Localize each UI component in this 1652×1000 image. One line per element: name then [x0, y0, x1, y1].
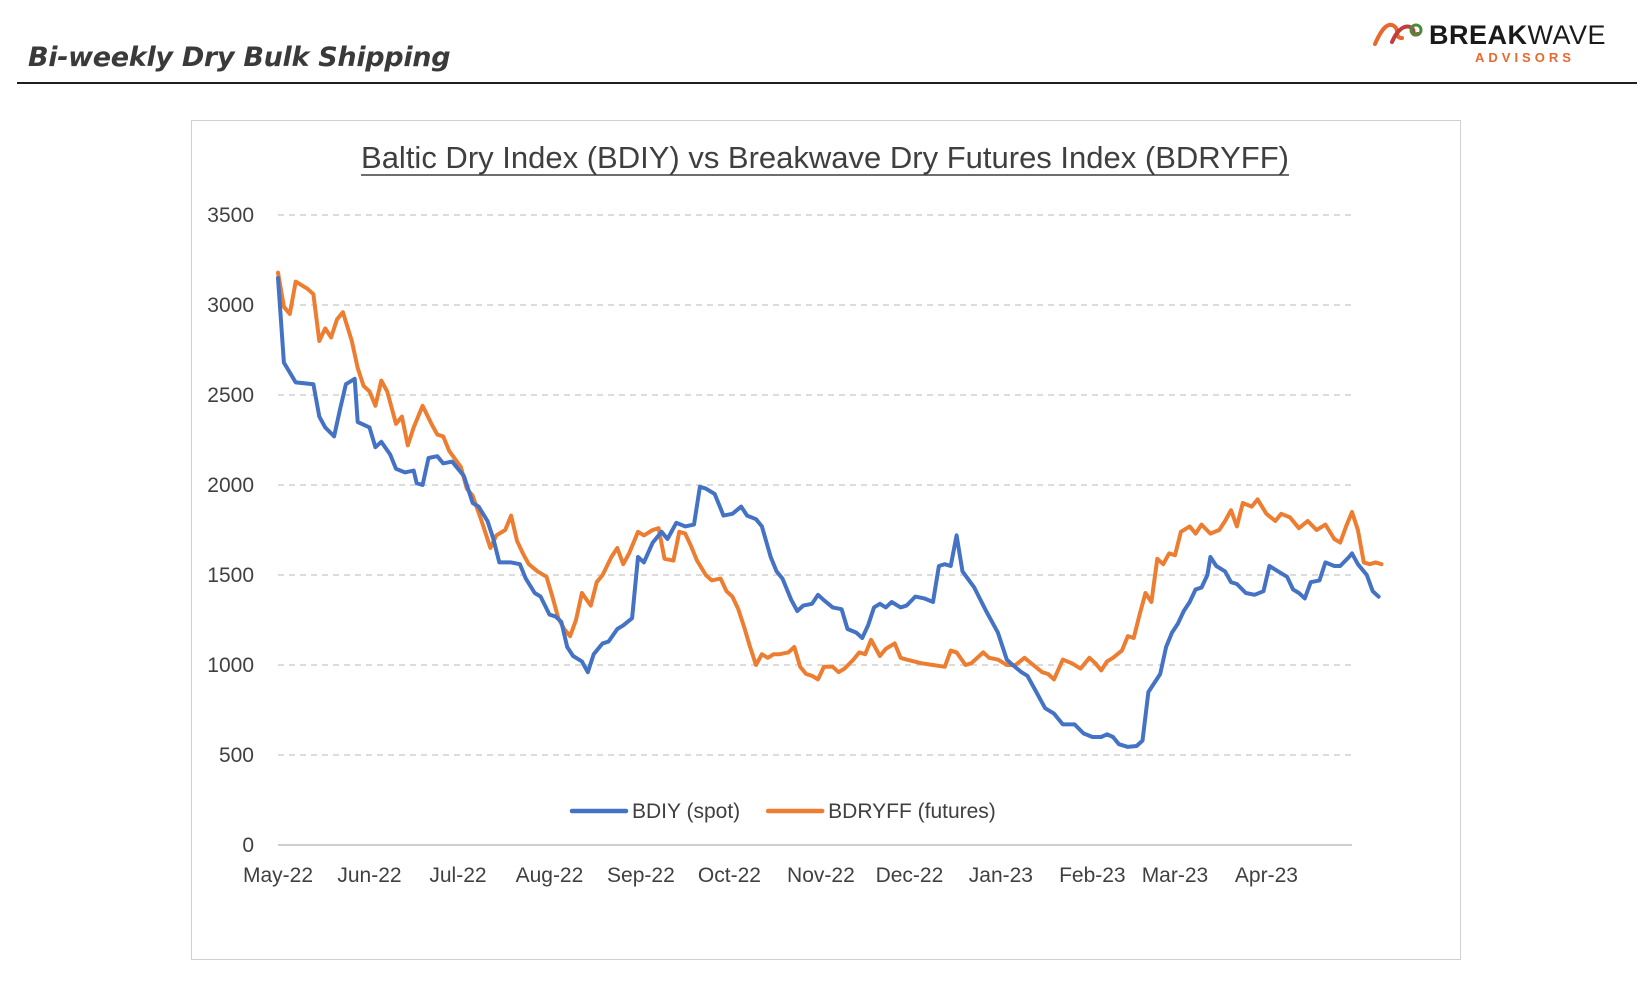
- y-tick-label: 1000: [207, 654, 254, 677]
- series-line-0: [276, 276, 1381, 749]
- x-tick-label: Nov-22: [787, 864, 855, 887]
- header-divider: [17, 82, 1637, 84]
- logo-subtitle: ADVISORS: [1475, 50, 1575, 65]
- y-tick-label: 3500: [207, 204, 254, 227]
- series-line-1: [276, 270, 1384, 682]
- x-tick-label: Feb-23: [1059, 864, 1126, 887]
- x-tick-label: Sep-22: [607, 864, 675, 887]
- x-tick-label: Mar-23: [1142, 864, 1209, 887]
- page-title: Bi-weekly Dry Bulk Shipping: [28, 42, 451, 73]
- y-tick-label: 2000: [207, 474, 254, 497]
- legend-label-0: BDIY (spot): [632, 800, 740, 823]
- x-tick-label: Jun-22: [337, 864, 401, 887]
- y-tick-label: 1500: [207, 564, 254, 587]
- line-chart: Baltic Dry Index (BDIY) vs Breakwave Dry…: [207, 140, 1384, 887]
- y-tick-label: 3000: [207, 294, 254, 317]
- legend-label-1: BDRYFF (futures): [828, 800, 996, 823]
- x-tick-label: Apr-23: [1235, 864, 1298, 887]
- x-tick-label: Jan-23: [969, 864, 1033, 887]
- wave-logo-icon: [1373, 22, 1423, 46]
- x-tick-label: Dec-22: [876, 864, 944, 887]
- x-tick-label: Aug-22: [516, 864, 584, 887]
- y-tick-label: 500: [219, 744, 254, 767]
- breakwave-logo: BREAKWAVE ADVISORS: [1372, 16, 1632, 68]
- chart-frame: Baltic Dry Index (BDIY) vs Breakwave Dry…: [191, 120, 1461, 960]
- y-tick-label: 2500: [207, 384, 254, 407]
- x-tick-label: Jul-22: [429, 864, 486, 887]
- x-tick-label: May-22: [243, 864, 313, 887]
- x-tick-label: Oct-22: [698, 864, 761, 887]
- chart-title: Baltic Dry Index (BDIY) vs Breakwave Dry…: [361, 140, 1289, 175]
- y-tick-label: 0: [242, 834, 254, 857]
- logo-wordmark: BREAKWAVE: [1429, 20, 1607, 50]
